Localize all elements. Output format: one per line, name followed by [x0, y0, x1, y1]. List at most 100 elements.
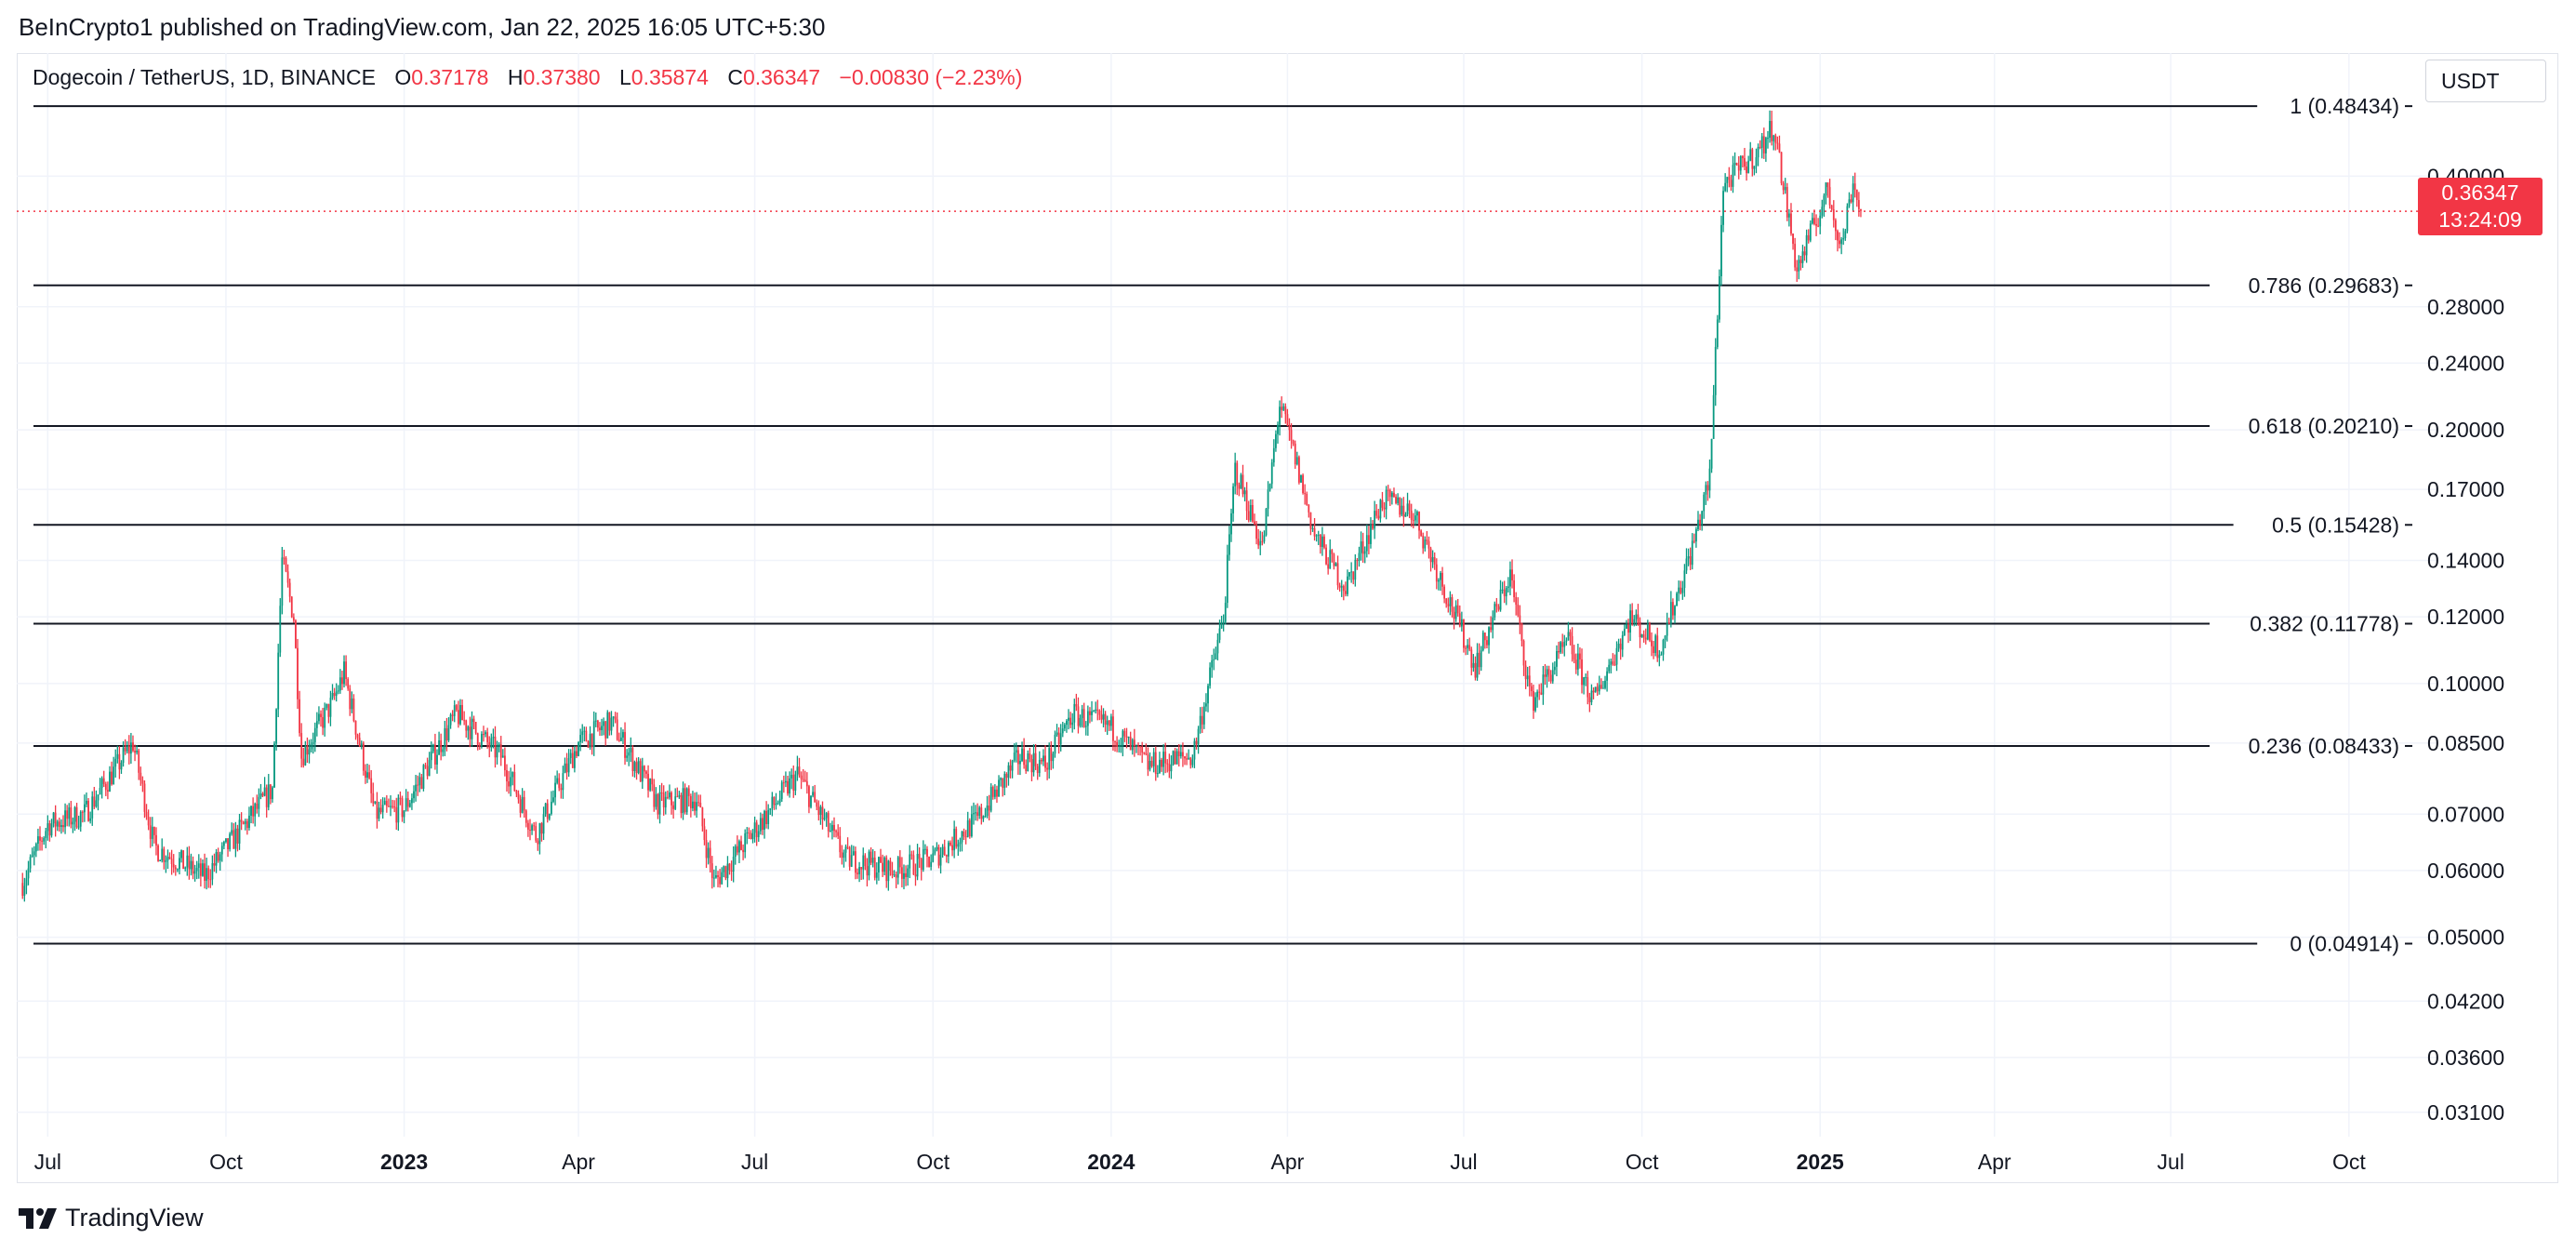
candle-body [306, 745, 309, 755]
candle-body [1127, 737, 1130, 739]
candle-body [608, 712, 611, 731]
candle-body [1769, 121, 1771, 139]
candle-body [1860, 208, 1862, 211]
candle-body [712, 877, 715, 879]
candle-body [790, 774, 793, 779]
candle-body [802, 779, 804, 780]
candle-body [744, 832, 747, 853]
candle-body [442, 749, 445, 753]
candle-body [1410, 510, 1413, 520]
candle-body [1015, 750, 1017, 753]
candle-body [1809, 223, 1812, 241]
candle-body [176, 869, 179, 871]
candle-body [288, 582, 291, 597]
candle-body [60, 825, 62, 828]
candle-body [21, 883, 24, 897]
candle-body [180, 850, 182, 859]
candle-body [1817, 225, 1820, 227]
candle-body [1152, 752, 1155, 766]
candle-body [647, 773, 649, 791]
candle-body [302, 758, 305, 766]
candle-body [576, 751, 578, 756]
x-tick-label: Jul [34, 1150, 61, 1174]
candle-body [923, 848, 926, 850]
candle-body [1751, 149, 1754, 169]
candle-body [41, 840, 43, 842]
candle-body [748, 832, 750, 834]
close-label: C [727, 65, 743, 89]
low-label: L [618, 65, 631, 89]
candle-body [526, 822, 529, 830]
candle-body [978, 807, 981, 817]
candle-body [635, 762, 638, 774]
candle-body [878, 857, 880, 872]
candle-body [432, 744, 434, 752]
candle-body [898, 857, 901, 868]
candle-body [1714, 347, 1717, 395]
candle-body [1712, 394, 1715, 439]
candle-body [837, 832, 840, 836]
candle-body [1066, 720, 1068, 726]
candle-body [538, 823, 541, 845]
candle-body [1306, 494, 1308, 505]
x-tick-label: 2025 [1797, 1150, 1844, 1174]
candle-body [782, 782, 785, 784]
candle-body [622, 732, 624, 738]
candle-body [657, 793, 659, 815]
candle-body [1044, 755, 1046, 768]
candle-body [1009, 765, 1012, 771]
symbol-legend: Dogecoin / TetherUS, 1D, BINANCE O0.3717… [33, 65, 1022, 90]
candle-body [1726, 177, 1729, 183]
candle-body [295, 620, 297, 648]
candle-body [1277, 424, 1279, 434]
candle-body [1333, 553, 1335, 566]
candle-body [825, 813, 828, 819]
candle-body [70, 806, 73, 825]
candle-body [1390, 492, 1393, 498]
candle-body [1503, 589, 1506, 597]
candle-body [1290, 430, 1293, 441]
candle-body [1629, 610, 1631, 633]
candle-body [1433, 556, 1436, 565]
open-label: O [394, 65, 412, 89]
x-tick-label: Oct [209, 1150, 243, 1174]
candle-body [1363, 551, 1366, 554]
candle-body [717, 875, 719, 877]
candle-body [1639, 621, 1641, 638]
candle-body [358, 738, 361, 746]
candle-body [1540, 692, 1543, 695]
candle-body [1445, 598, 1448, 605]
candle-body [1799, 260, 1802, 263]
candle-body [1581, 659, 1583, 686]
candle-body [1569, 632, 1572, 636]
candle-body [821, 806, 824, 819]
candle-body [1830, 205, 1833, 210]
candle-body [1705, 485, 1707, 495]
grid-lines [17, 53, 2437, 1137]
candle-body [1036, 766, 1039, 774]
candle-body [1642, 633, 1645, 638]
candle-body [1567, 632, 1570, 641]
candle-body [467, 726, 470, 731]
candle-body [984, 816, 987, 818]
candle-body [1825, 182, 1827, 196]
candle-body [1054, 734, 1056, 754]
candle-body [1846, 206, 1849, 232]
candle-body [1468, 645, 1471, 650]
candle-body [1536, 691, 1539, 698]
candle-body [1048, 748, 1051, 770]
candle-body [858, 867, 860, 874]
candle-body [418, 777, 421, 786]
candle-body [989, 787, 992, 811]
candle-body [996, 789, 998, 797]
currency-button[interactable]: USDT [2425, 60, 2546, 102]
candle-body [1651, 640, 1653, 646]
candle-body [1224, 603, 1227, 622]
candle-body [362, 743, 365, 771]
candle-body [1613, 664, 1616, 666]
candle-body [918, 853, 921, 859]
candle-body [445, 727, 448, 741]
tradingview-logo[interactable]: TradingView [19, 1204, 204, 1232]
candle-body [459, 704, 461, 725]
